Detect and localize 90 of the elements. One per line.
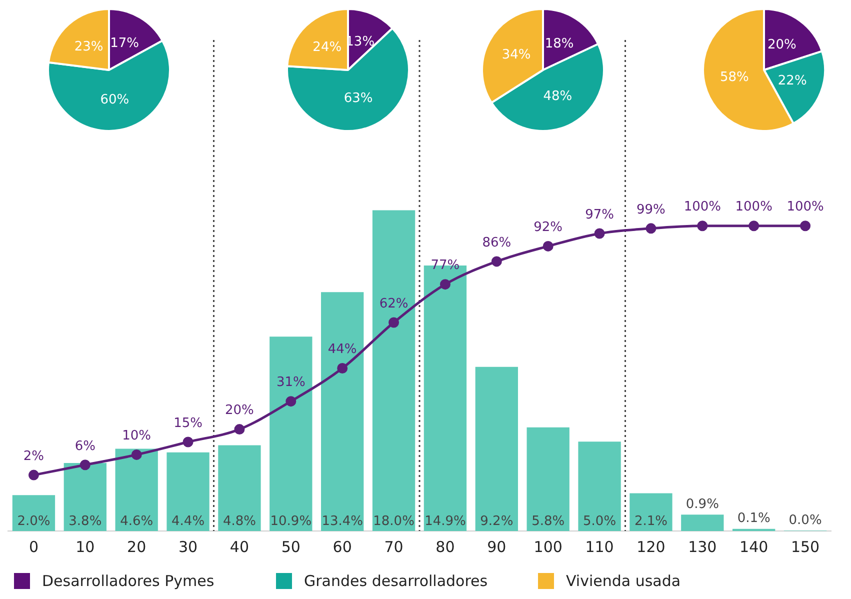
point bbox=[800, 220, 811, 232]
data-label: 5.0% bbox=[583, 514, 616, 529]
data-label: 10% bbox=[122, 428, 152, 444]
data-label: 24% bbox=[312, 40, 342, 56]
x-tick-label: 110 bbox=[585, 538, 614, 556]
point bbox=[697, 220, 708, 232]
x-tick-label: 70 bbox=[384, 538, 404, 556]
legend-label: Grandes desarrolladores bbox=[304, 572, 488, 590]
data-label: 100% bbox=[735, 200, 772, 215]
x-tick-label: 130 bbox=[688, 538, 717, 556]
data-label: 13.4% bbox=[322, 514, 363, 529]
point bbox=[80, 460, 90, 470]
data-label: 15% bbox=[174, 416, 202, 431]
bar bbox=[526, 427, 570, 531]
data-label: 14.9% bbox=[424, 514, 466, 529]
bar bbox=[475, 366, 518, 531]
point bbox=[748, 220, 760, 232]
data-label: 62% bbox=[379, 296, 408, 312]
data-label: 2.1% bbox=[634, 514, 668, 529]
x-tick-label: 140 bbox=[740, 538, 768, 556]
data-label: 60% bbox=[100, 92, 130, 108]
data-label: 5.8% bbox=[532, 514, 565, 529]
data-label: 4.4% bbox=[172, 514, 205, 529]
data-label: 23% bbox=[74, 39, 104, 54]
x-tick-label: 60 bbox=[332, 538, 352, 556]
bar bbox=[630, 493, 672, 531]
data-label: 18% bbox=[544, 36, 574, 52]
data-label: 0.1% bbox=[737, 511, 770, 526]
data-label: 9.2% bbox=[480, 514, 514, 529]
data-label: 10.9% bbox=[270, 514, 312, 529]
bar bbox=[166, 452, 210, 531]
x-tick-label: 100 bbox=[534, 538, 562, 556]
bar bbox=[681, 514, 724, 531]
bar bbox=[64, 463, 106, 531]
data-label: 92% bbox=[534, 220, 563, 236]
data-label: 0.9% bbox=[686, 496, 719, 512]
point bbox=[594, 228, 605, 239]
point bbox=[286, 396, 296, 407]
point bbox=[182, 436, 194, 448]
data-label: 6% bbox=[74, 438, 96, 454]
point bbox=[234, 424, 245, 435]
x-tick-label: 0 bbox=[28, 538, 38, 556]
bar bbox=[115, 448, 158, 531]
data-label: 34% bbox=[502, 48, 531, 63]
bar bbox=[578, 442, 621, 531]
point bbox=[646, 223, 656, 234]
data-label: 2% bbox=[23, 448, 44, 464]
data-label: 86% bbox=[482, 235, 512, 250]
x-tick-label: 20 bbox=[127, 538, 146, 556]
point bbox=[388, 317, 400, 328]
x-tick-label: 90 bbox=[487, 538, 506, 556]
x-tick-label: 80 bbox=[436, 538, 455, 556]
point bbox=[337, 363, 348, 374]
data-label: 48% bbox=[543, 89, 572, 104]
x-tick-label: 40 bbox=[230, 538, 250, 556]
bar bbox=[321, 292, 364, 531]
data-label: 20% bbox=[767, 38, 796, 53]
x-tick-label: 50 bbox=[281, 538, 300, 556]
data-label: 100% bbox=[786, 200, 824, 215]
bar bbox=[372, 210, 416, 531]
x-tick-label: 120 bbox=[636, 538, 666, 556]
data-label: 4.8% bbox=[222, 514, 256, 529]
data-label: 100% bbox=[684, 200, 721, 215]
data-label: 3.8% bbox=[68, 514, 102, 529]
data-label: 63% bbox=[344, 91, 373, 106]
data-label: 4.6% bbox=[120, 514, 154, 529]
data-label: 18.0% bbox=[373, 514, 414, 529]
point bbox=[28, 470, 39, 480]
point bbox=[542, 240, 554, 252]
bar bbox=[270, 336, 312, 531]
data-label: 31% bbox=[276, 375, 306, 390]
data-label: 0.0% bbox=[788, 512, 822, 528]
bar bbox=[218, 445, 261, 531]
x-tick-label: 30 bbox=[178, 538, 198, 556]
data-label: 44% bbox=[328, 342, 357, 358]
data-label: 99% bbox=[636, 202, 666, 218]
data-label: 58% bbox=[720, 70, 749, 85]
point bbox=[440, 279, 450, 290]
data-label: 17% bbox=[110, 36, 139, 52]
x-tick-label: 10 bbox=[76, 538, 95, 556]
data-label: 22% bbox=[778, 74, 807, 89]
data-label: 20% bbox=[225, 403, 254, 418]
point bbox=[131, 449, 142, 460]
legend-label: Vivienda usada bbox=[566, 572, 681, 590]
bar bbox=[12, 495, 56, 531]
x-tick-label: 150 bbox=[790, 538, 820, 556]
legend-label: Desarrolladores Pymes bbox=[42, 572, 214, 590]
data-label: 2.0% bbox=[17, 514, 50, 529]
point bbox=[491, 256, 502, 267]
data-label: 97% bbox=[585, 207, 614, 222]
